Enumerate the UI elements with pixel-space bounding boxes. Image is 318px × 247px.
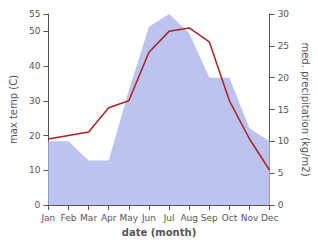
svg-text:5: 5 (278, 168, 284, 178)
svg-text:10: 10 (278, 136, 290, 146)
svg-text:Jan: Jan (40, 213, 55, 223)
svg-text:25: 25 (278, 41, 289, 51)
svg-text:15: 15 (278, 105, 289, 115)
svg-text:Oct: Oct (222, 213, 238, 223)
svg-text:30: 30 (29, 96, 41, 106)
svg-text:May: May (120, 213, 139, 223)
svg-text:40: 40 (29, 61, 41, 71)
svg-text:20: 20 (278, 73, 290, 83)
svg-text:Jul: Jul (163, 213, 175, 223)
svg-text:Jun: Jun (141, 213, 156, 223)
svg-text:Aug: Aug (180, 213, 198, 223)
svg-text:55: 55 (29, 9, 40, 19)
svg-text:Feb: Feb (61, 213, 77, 223)
svg-text:30: 30 (278, 9, 290, 19)
svg-text:50: 50 (29, 26, 41, 36)
svg-text:date (month): date (month) (122, 227, 196, 238)
svg-text:Mar: Mar (80, 213, 97, 223)
svg-text:Nov: Nov (241, 213, 259, 223)
svg-text:Dec: Dec (261, 213, 278, 223)
svg-text:20: 20 (29, 131, 41, 141)
svg-text:max temp (C): max temp (C) (8, 75, 19, 144)
svg-text:0: 0 (278, 200, 284, 210)
svg-text:med. precipitation (kg/m2): med. precipitation (kg/m2) (300, 42, 311, 176)
svg-text:Apr: Apr (101, 213, 117, 223)
svg-text:0: 0 (35, 200, 41, 210)
svg-text:Sep: Sep (201, 213, 218, 223)
svg-text:10: 10 (29, 165, 41, 175)
